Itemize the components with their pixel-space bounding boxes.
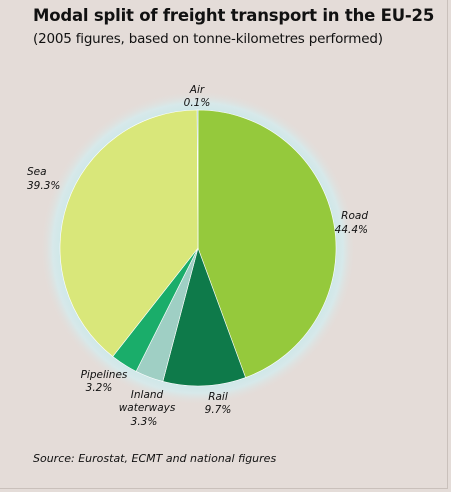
chart-subtitle: (2005 figures, based on tonne-kilometres…: [33, 31, 383, 47]
label-air-value: 0.1%: [184, 97, 211, 109]
label-pipelines-name: Pipelines: [81, 369, 128, 381]
label-rail-name: Rail: [208, 391, 228, 403]
label-road-name: Road: [341, 210, 368, 222]
label-sea-name: Sea: [27, 166, 47, 178]
label-pipelines-value: 3.2%: [86, 382, 113, 394]
label-air-name: Air: [189, 84, 205, 96]
label-rail-value: 9.7%: [205, 404, 232, 416]
pie-slice-rail: [162, 247, 246, 387]
pie-slice-air: [196, 109, 199, 249]
pie-slice-sea: [59, 109, 199, 357]
label-inland-waterways-name-1: Inland: [131, 389, 164, 401]
label-sea-value: 39.3%: [27, 180, 60, 192]
pie-slices: [59, 109, 337, 387]
source-note: Source: Eurostat, ECMT and national figu…: [33, 452, 277, 465]
pie-slice-road: [197, 109, 337, 378]
label-inland-waterways-name-2: waterways: [119, 402, 176, 414]
label-inland-waterways-value: 3.3%: [131, 416, 158, 428]
chart-title: Modal split of freight transport in the …: [33, 6, 435, 25]
label-road-value: 44.4%: [335, 224, 368, 236]
